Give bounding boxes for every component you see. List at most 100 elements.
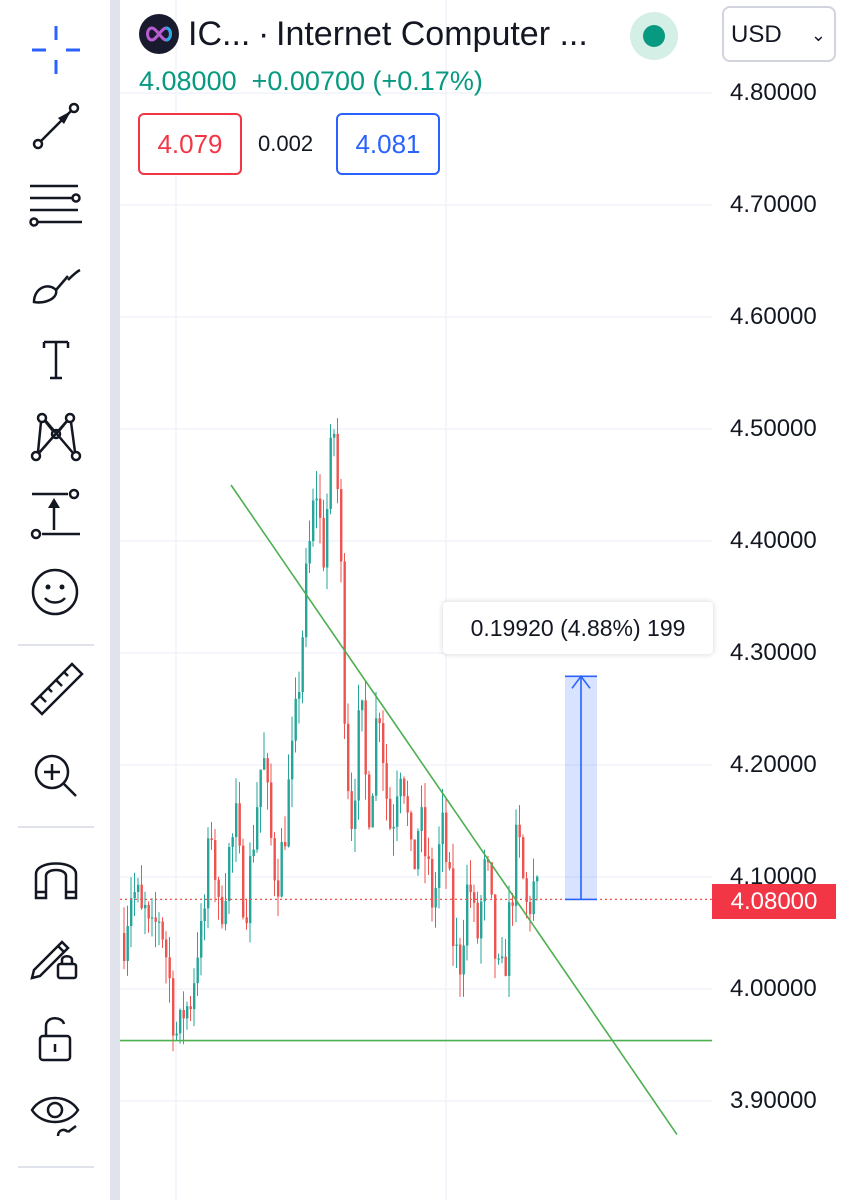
icp-logo-icon bbox=[139, 14, 179, 54]
candle-up bbox=[256, 807, 259, 850]
ruler-icon[interactable] bbox=[28, 660, 84, 716]
candle-down bbox=[445, 812, 448, 863]
candle-down bbox=[284, 842, 287, 847]
candle-up bbox=[179, 1009, 182, 1034]
magnet-icon[interactable] bbox=[28, 852, 84, 908]
sell-button[interactable]: 4.079 bbox=[138, 113, 242, 175]
candle-up bbox=[259, 769, 262, 808]
candle-down bbox=[123, 933, 126, 961]
lock-drawing-icon[interactable] bbox=[28, 930, 84, 986]
candle-down bbox=[368, 774, 371, 828]
last-price: 4.08000 bbox=[139, 66, 237, 96]
market-status-indicator[interactable] bbox=[630, 12, 678, 60]
candle-down bbox=[242, 845, 245, 918]
candle-down bbox=[347, 723, 350, 792]
candle-up bbox=[126, 926, 129, 961]
brush-icon[interactable] bbox=[28, 258, 84, 314]
symbol-separator: · bbox=[258, 15, 270, 53]
text-icon[interactable] bbox=[28, 332, 84, 388]
candle-down bbox=[221, 896, 224, 925]
candle-down bbox=[406, 796, 409, 813]
candle-down bbox=[154, 917, 157, 922]
candle-up bbox=[417, 830, 420, 870]
candle-down bbox=[490, 862, 493, 895]
candle-down bbox=[518, 824, 521, 838]
candle-up bbox=[357, 710, 360, 801]
buy-button[interactable]: 4.081 bbox=[336, 113, 440, 175]
drawing-overlays bbox=[120, 484, 712, 1136]
candle-up bbox=[235, 803, 238, 838]
candle-up bbox=[175, 1033, 178, 1036]
candle-up bbox=[434, 887, 437, 908]
candle-up bbox=[326, 509, 329, 568]
price-axis-label: 3.90000 bbox=[730, 1087, 817, 1114]
trend-line-icon[interactable] bbox=[28, 98, 84, 154]
symbol-ticker[interactable]: IC... bbox=[188, 15, 251, 53]
candle-up bbox=[207, 838, 210, 909]
candle-down bbox=[147, 904, 150, 919]
drawing-toolbar bbox=[0, 0, 110, 1200]
zoom-in-icon[interactable] bbox=[28, 742, 84, 798]
emoji-icon[interactable] bbox=[28, 564, 84, 620]
currency-value: USD bbox=[731, 21, 782, 48]
candle-down bbox=[511, 902, 514, 906]
hide-drawings-icon[interactable] bbox=[28, 1088, 84, 1144]
candle-down bbox=[266, 758, 269, 783]
candle-down bbox=[431, 859, 434, 908]
candle-down bbox=[473, 892, 476, 903]
candle-up bbox=[200, 921, 203, 958]
candle-up bbox=[480, 901, 483, 939]
price-chart[interactable] bbox=[120, 0, 846, 1200]
candle-down bbox=[529, 901, 532, 915]
candle-up bbox=[438, 844, 441, 888]
candle-up bbox=[312, 500, 315, 542]
candle-down bbox=[210, 838, 213, 841]
price-change-line: 4.08000 +0.00700 (+0.17%) bbox=[139, 64, 483, 98]
candle-down bbox=[410, 812, 413, 840]
candle-up bbox=[228, 846, 231, 902]
currency-dropdown[interactable]: USD ⌄ bbox=[722, 6, 836, 62]
candle-down bbox=[448, 862, 451, 869]
projection-icon[interactable] bbox=[28, 486, 84, 542]
toolbar-divider bbox=[18, 1166, 94, 1168]
candle-up bbox=[263, 758, 266, 770]
candle-down bbox=[476, 902, 479, 939]
candle-down bbox=[273, 838, 276, 881]
candle-down bbox=[350, 791, 353, 829]
candle-down bbox=[403, 778, 406, 797]
candle-up bbox=[252, 849, 255, 857]
candle-down bbox=[189, 1006, 192, 1010]
candle-up bbox=[301, 637, 304, 692]
symbol-name[interactable]: Internet Computer ... bbox=[276, 15, 588, 53]
candle-up bbox=[420, 807, 423, 831]
crosshair-icon[interactable] bbox=[28, 22, 84, 78]
candle-up bbox=[455, 944, 458, 946]
candle-down bbox=[427, 856, 430, 860]
fib-lines-icon[interactable] bbox=[28, 176, 84, 232]
candle-up bbox=[466, 884, 469, 946]
candle-down bbox=[525, 878, 528, 902]
candle-up bbox=[151, 917, 154, 919]
candle-up bbox=[361, 700, 364, 711]
toolbar-divider bbox=[18, 826, 94, 828]
candle-down bbox=[494, 894, 497, 959]
trend-line bbox=[230, 484, 678, 1136]
chart-grid bbox=[120, 0, 712, 1200]
measure-label: 0.19920 (4.88%) 199 bbox=[443, 602, 713, 654]
price-change: +0.00700 bbox=[251, 66, 365, 96]
candle-down bbox=[522, 837, 525, 879]
chevron-down-icon: ⌄ bbox=[810, 25, 826, 45]
candle-down bbox=[270, 782, 273, 839]
pattern-icon[interactable] bbox=[28, 408, 84, 464]
price-axis-label: 4.00000 bbox=[730, 975, 817, 1002]
candle-down bbox=[336, 433, 339, 490]
toolbar-divider bbox=[18, 644, 94, 646]
candle-up bbox=[399, 778, 402, 797]
candle-up bbox=[354, 800, 357, 829]
measure-arrow-head bbox=[571, 674, 591, 689]
candle-up bbox=[287, 779, 290, 847]
candle-up bbox=[501, 956, 504, 959]
candle-up bbox=[532, 881, 535, 915]
candle-down bbox=[459, 944, 462, 975]
unlock-icon[interactable] bbox=[28, 1010, 84, 1066]
